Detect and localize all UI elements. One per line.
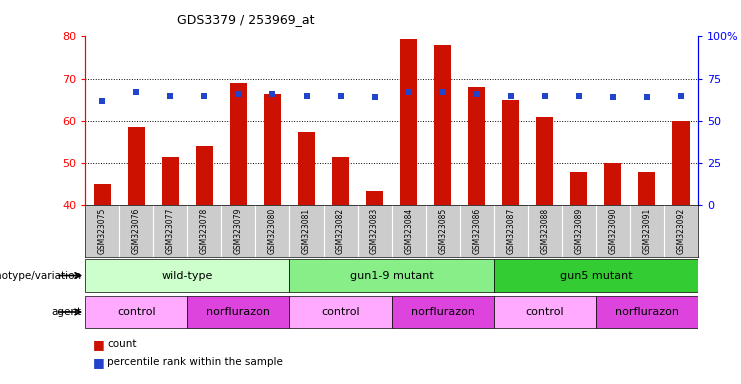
Bar <box>85 296 187 328</box>
Point <box>539 93 551 99</box>
Point <box>675 93 687 99</box>
Text: norflurazon: norflurazon <box>615 307 679 317</box>
Bar <box>494 296 596 328</box>
Text: GSM323075: GSM323075 <box>98 208 107 255</box>
Text: GSM323076: GSM323076 <box>132 208 141 255</box>
Text: control: control <box>525 307 564 317</box>
Text: GSM323078: GSM323078 <box>200 208 209 254</box>
Text: GSM323084: GSM323084 <box>404 208 413 254</box>
Point <box>335 93 347 99</box>
Point <box>402 89 414 95</box>
Point <box>436 89 448 95</box>
Bar <box>290 259 494 292</box>
Text: GSM323081: GSM323081 <box>302 208 311 254</box>
Bar <box>391 296 494 328</box>
Bar <box>162 157 179 205</box>
Point <box>165 93 176 99</box>
Text: GSM323089: GSM323089 <box>574 208 583 254</box>
Bar <box>93 184 110 205</box>
Bar <box>264 94 281 205</box>
Text: GSM323082: GSM323082 <box>336 208 345 254</box>
Text: agent: agent <box>51 307 82 317</box>
Point <box>641 94 653 100</box>
Bar <box>290 296 391 328</box>
Point <box>573 93 585 99</box>
Bar <box>332 157 349 205</box>
Text: gun1-9 mutant: gun1-9 mutant <box>350 270 433 281</box>
Text: norflurazon: norflurazon <box>207 307 270 317</box>
Bar <box>639 172 656 205</box>
Text: norflurazon: norflurazon <box>411 307 475 317</box>
Text: GSM323077: GSM323077 <box>166 208 175 255</box>
Text: GSM323085: GSM323085 <box>438 208 447 254</box>
Bar <box>596 296 698 328</box>
Bar <box>502 100 519 205</box>
Text: genotype/variation: genotype/variation <box>0 270 82 281</box>
Point <box>505 93 516 99</box>
Point <box>96 98 108 104</box>
Bar <box>673 121 690 205</box>
Point <box>199 93 210 99</box>
Bar <box>571 172 588 205</box>
Text: GDS3379 / 253969_at: GDS3379 / 253969_at <box>177 13 315 26</box>
Bar <box>494 259 698 292</box>
Point <box>233 91 245 97</box>
Text: GSM323090: GSM323090 <box>608 208 617 255</box>
Point <box>301 93 313 99</box>
Bar <box>536 117 554 205</box>
Bar <box>400 39 417 205</box>
Bar <box>187 296 290 328</box>
Bar <box>85 259 290 292</box>
Bar <box>298 131 315 205</box>
Text: GSM323079: GSM323079 <box>234 208 243 255</box>
Point <box>369 94 381 100</box>
Text: wild-type: wild-type <box>162 270 213 281</box>
Bar <box>196 146 213 205</box>
Text: ■: ■ <box>93 356 104 369</box>
Text: GSM323092: GSM323092 <box>677 208 685 254</box>
Bar <box>468 87 485 205</box>
Text: GSM323083: GSM323083 <box>370 208 379 254</box>
Point <box>267 91 279 97</box>
Text: control: control <box>117 307 156 317</box>
Text: GSM323091: GSM323091 <box>642 208 651 254</box>
Text: GSM323088: GSM323088 <box>540 208 549 254</box>
Point <box>130 89 142 95</box>
Text: GSM323086: GSM323086 <box>472 208 481 254</box>
Text: gun5 mutant: gun5 mutant <box>559 270 632 281</box>
Bar <box>605 163 622 205</box>
Point <box>607 94 619 100</box>
Bar <box>434 45 451 205</box>
Bar <box>366 191 383 205</box>
Text: GSM323087: GSM323087 <box>506 208 515 254</box>
Bar <box>127 127 144 205</box>
Bar <box>230 83 247 205</box>
Text: count: count <box>107 339 137 349</box>
Text: GSM323080: GSM323080 <box>268 208 277 254</box>
Text: control: control <box>322 307 360 317</box>
Text: ■: ■ <box>93 338 104 351</box>
Point <box>471 91 482 97</box>
Text: percentile rank within the sample: percentile rank within the sample <box>107 358 283 367</box>
